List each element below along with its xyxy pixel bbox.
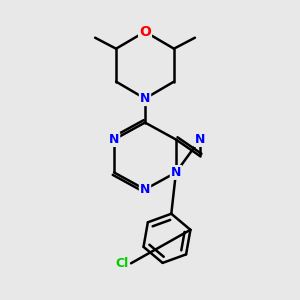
Text: N: N: [171, 166, 181, 179]
Text: Cl: Cl: [116, 257, 129, 270]
Text: N: N: [195, 133, 205, 146]
Text: N: N: [140, 92, 150, 105]
Text: O: O: [139, 25, 151, 39]
Text: N: N: [140, 183, 150, 196]
Text: N: N: [109, 133, 119, 146]
